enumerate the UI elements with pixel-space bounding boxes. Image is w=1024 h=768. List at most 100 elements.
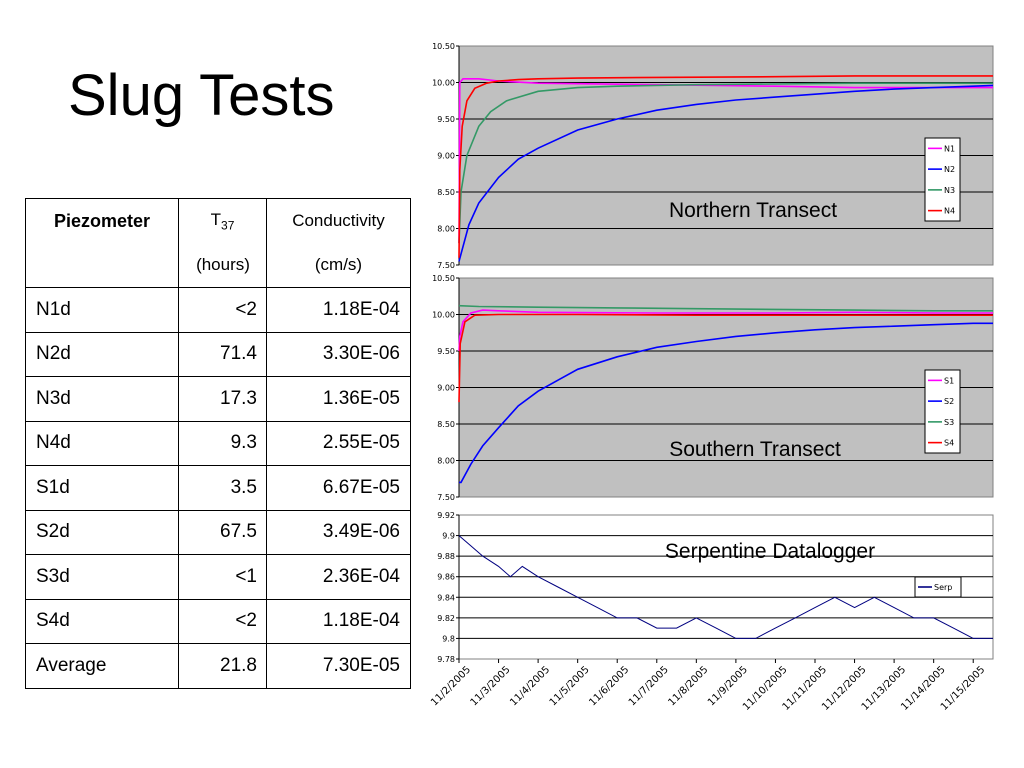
chart-title: Southern Transect: [669, 438, 841, 461]
series-line-s1: [458, 309, 993, 352]
x-tick-label: 11/6/2005: [587, 664, 631, 708]
x-tick-label: 11/8/2005: [666, 664, 710, 708]
row-piezometer: N2d: [25, 331, 179, 377]
y-tick-label: 9.50: [437, 347, 455, 356]
y-tick-label: 9.88: [437, 552, 455, 561]
row-conductivity: 3.30E-06: [266, 331, 411, 377]
table-row: S2d 67.5 3.49E-06: [25, 509, 411, 555]
row-piezometer: S2d: [25, 509, 179, 555]
table-row: S1d 3.5 6.67E-05: [25, 465, 411, 511]
series-line-n2: [458, 84, 994, 262]
y-tick-label: 10.50: [432, 274, 455, 283]
slide-title: Slug Tests: [68, 63, 335, 128]
table-row: N3d 17.3 1.36E-05: [25, 376, 411, 422]
legend-label: S4: [944, 439, 954, 448]
legend: N1 N2 N3 N4: [924, 137, 961, 222]
y-tick-label: 9.00: [437, 384, 455, 393]
units-piezometer: [25, 243, 179, 288]
y-tick-label: 9.8: [442, 634, 455, 643]
row-piezometer: S4d: [25, 598, 179, 644]
series-line-s2: [459, 322, 993, 484]
y-tick-label: 10.50: [432, 42, 455, 51]
series-line-serp: [458, 535, 993, 639]
table-row: S4d <2 1.18E-04: [25, 598, 411, 644]
y-tick-label: 10.00: [432, 79, 455, 88]
row-conductivity: 2.55E-05: [266, 420, 411, 466]
y-tick-label: 9.50: [437, 115, 455, 124]
row-conductivity: 1.18E-04: [266, 598, 411, 644]
chart-panel-1: 10.50 10.00 9.50 9.00 8.50 8.00 7.50 N1 N2 N3 N4 No…: [432, 42, 994, 270]
header-t37-sub: 37: [221, 218, 235, 233]
row-conductivity: 6.67E-05: [266, 465, 411, 511]
y-tick-label: 8.00: [437, 225, 455, 234]
table-row: N2d 71.4 3.30E-06: [25, 331, 411, 377]
legend-box: [924, 369, 961, 454]
legend-label: S1: [944, 376, 954, 385]
y-tick-label: 9.86: [437, 573, 455, 582]
legend-label: S2: [944, 397, 954, 406]
row-conductivity: 3.49E-06: [266, 509, 411, 555]
y-tick-label: 8.00: [437, 457, 455, 466]
x-tick-label: 11/5/2005: [548, 664, 592, 708]
legend-label: N2: [944, 165, 955, 174]
row-t37: <2: [178, 287, 267, 333]
y-tick-label: 9.78: [437, 655, 455, 664]
header-conductivity: Conductivity: [266, 198, 411, 243]
row-piezometer: N1d: [25, 287, 179, 333]
x-axis-dates: 11/2/200511/3/200511/4/200511/5/200511/6…: [429, 659, 987, 713]
series-line-n3: [458, 82, 993, 244]
row-t37: 3.5: [178, 465, 267, 511]
chart-panel-2: 10.50 10.00 9.50 9.00 8.50 8.00 7.50 S1 S2 S3 S4 So…: [432, 274, 994, 502]
y-tick-label: 10.00: [432, 311, 455, 320]
y-tick-label: 8.50: [437, 420, 455, 429]
chart-panel-3: 9.92 9.9 9.88 9.86 9.84 9.82 9.8 9.78 Serp Serpen…: [437, 511, 994, 664]
legend: Serp: [914, 576, 962, 598]
row-piezometer: N4d: [25, 420, 179, 466]
chart-title: Serpentine Datalogger: [665, 540, 875, 563]
series-line-n1: [458, 78, 993, 244]
row-conductivity: 2.36E-04: [266, 554, 411, 600]
legend-label: S3: [944, 418, 954, 427]
row-t37: 9.3: [178, 420, 267, 466]
table-row: N1d <2 1.18E-04: [25, 287, 411, 333]
chart-title: Northern Transect: [669, 199, 837, 222]
row-piezometer: Average: [25, 643, 179, 689]
header-t37-main: T: [210, 209, 222, 229]
series-line-s3: [458, 304, 993, 312]
y-tick-label: 9.9: [442, 532, 455, 541]
row-conductivity: 1.36E-05: [266, 376, 411, 422]
row-t37: <2: [178, 598, 267, 644]
y-tick-label: 9.82: [437, 614, 455, 623]
legend-label: N1: [944, 144, 955, 153]
x-tick-label: 11/2/2005: [429, 664, 473, 708]
y-tick-label: 8.50: [437, 188, 455, 197]
legend-label: N4: [944, 207, 955, 216]
slug-test-table: Piezometer T37 Conductivity (hours) (cm/…: [25, 198, 411, 689]
x-tick-label: 11/3/2005: [469, 664, 513, 708]
table-header-row: Piezometer T37 Conductivity: [25, 198, 411, 243]
y-tick-label: 9.92: [437, 511, 455, 520]
x-tick-label: 11/4/2005: [508, 664, 552, 708]
header-piezometer: Piezometer: [25, 198, 179, 243]
series-line-s4: [458, 313, 993, 403]
row-conductivity: 7.30E-05: [266, 643, 411, 689]
series-line-n4: [458, 75, 993, 258]
row-piezometer: S3d: [25, 554, 179, 600]
y-tick-label: 7.50: [437, 261, 455, 270]
y-tick-label: 9.00: [437, 152, 455, 161]
table-row: N4d 9.3 2.55E-05: [25, 420, 411, 466]
y-tick-label: 7.50: [437, 493, 455, 502]
y-tick-label: 9.84: [437, 593, 455, 602]
row-t37: <1: [178, 554, 267, 600]
plot-area: [458, 514, 994, 660]
legend-label: Serp: [934, 583, 952, 592]
x-tick-label: 11/7/2005: [627, 664, 671, 708]
legend-box: [914, 576, 962, 598]
row-t37: 21.8: [178, 643, 267, 689]
table-row: S3d <1 2.36E-04: [25, 554, 411, 600]
row-t37: 67.5: [178, 509, 267, 555]
row-conductivity: 1.18E-04: [266, 287, 411, 333]
row-t37: 17.3: [178, 376, 267, 422]
legend-label: N3: [944, 186, 955, 195]
